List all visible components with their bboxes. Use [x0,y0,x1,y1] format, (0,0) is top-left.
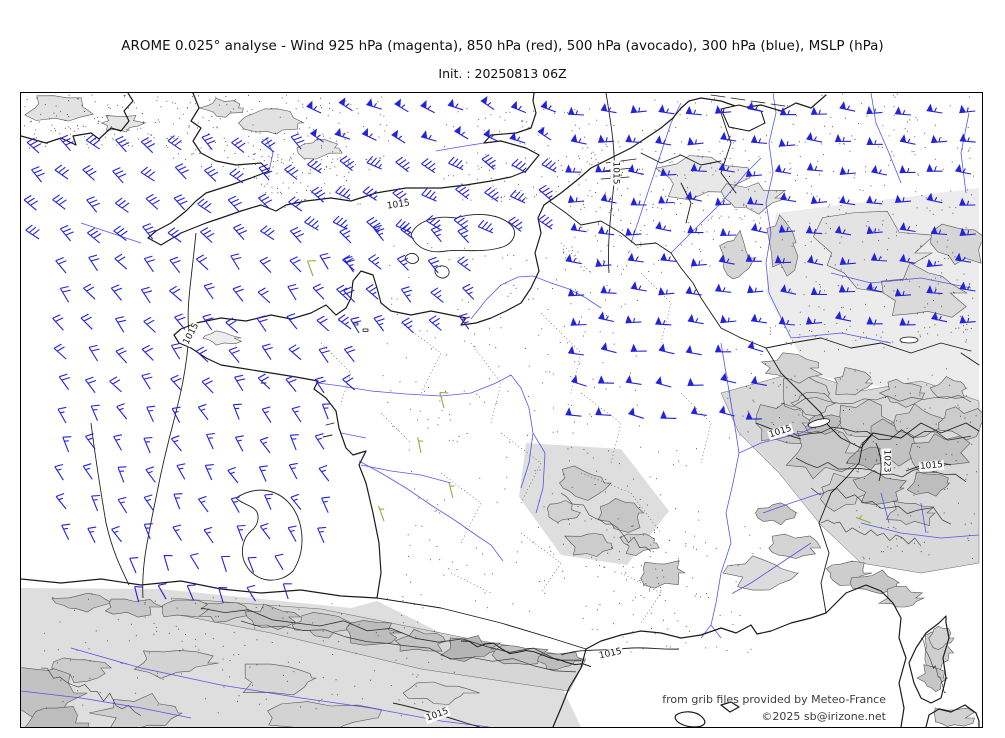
admin-borders-layer [320,242,712,624]
attribution-copyright: ©2025 sb@irizone.net [761,710,886,723]
wind-barb-layer [23,96,976,604]
init-time-subtitle: Init. : 20250813 06Z [438,66,567,81]
mslp-contour-label: 1023 [881,448,892,474]
page-title: AROME 0.025° analyse - Wind 925 hPa (mag… [121,38,884,54]
coastline-layer [21,93,980,727]
wind-barbs-300hPa [23,100,976,604]
attribution-source: from grib files provided by Meteo-France [662,693,886,706]
weather-map: 1015 1015 1015 1015 1023 1015 1015 1015 from gr… [20,92,983,728]
wind-barbs-500hPa [306,260,872,524]
stipple-layer [24,93,977,717]
mslp-contour-label: 1015 [610,160,621,186]
terrain-layer [21,95,982,727]
map-canvas [21,93,982,727]
rivers-layer [21,93,980,727]
